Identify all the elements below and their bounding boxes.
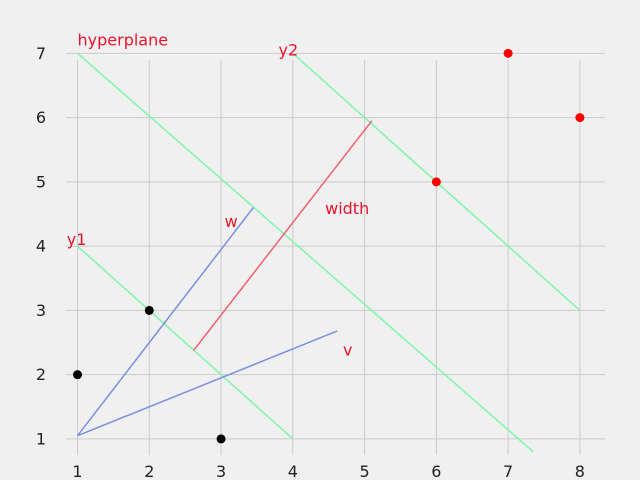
y-tick-label: 4: [36, 237, 46, 256]
y-tick-label: 2: [36, 365, 46, 384]
lines-layer: [76, 52, 581, 453]
x-tick-label: 1: [72, 462, 82, 480]
grid: [66, 52, 605, 455]
data-point: [216, 434, 226, 444]
y1-line: [77, 245, 294, 440]
x-tick-label: 4: [288, 462, 298, 480]
data-point: [431, 177, 441, 187]
x-tick-label: 8: [575, 462, 585, 480]
x-tick-label: 6: [431, 462, 441, 480]
width-annotation: width: [325, 199, 369, 218]
hyperplane-line: [77, 52, 534, 453]
data-point: [73, 370, 83, 380]
x-tick-label: 2: [144, 462, 154, 480]
points-layer: [73, 48, 585, 444]
x-tick-label: 3: [216, 462, 226, 480]
width-line: [193, 120, 373, 351]
data-point: [503, 48, 513, 58]
w-annotation: w: [225, 212, 238, 231]
v-annotation: v: [343, 340, 352, 359]
hyperplane-annotation: hyperplane: [78, 31, 169, 50]
y-tick-label: 1: [36, 429, 46, 448]
x-tick-label: 7: [503, 462, 513, 480]
annotations-layer: hyperplane y2 w width y1 v: [67, 31, 369, 360]
w-line: [76, 207, 254, 437]
y-tick-label: 7: [36, 44, 46, 63]
data-point: [144, 305, 154, 315]
y-tick-label: 5: [36, 172, 46, 191]
tick-labels: 1 2 3 4 5 6 7 8 1 2 3 4 5 6 7: [36, 44, 585, 480]
y1-annotation: y1: [67, 230, 87, 249]
x-tick-label: 5: [359, 462, 369, 480]
y2-annotation: y2: [278, 40, 298, 59]
y-tick-label: 3: [36, 301, 46, 320]
data-point: [575, 113, 585, 123]
v-line: [77, 330, 338, 437]
y-tick-label: 6: [36, 108, 46, 127]
